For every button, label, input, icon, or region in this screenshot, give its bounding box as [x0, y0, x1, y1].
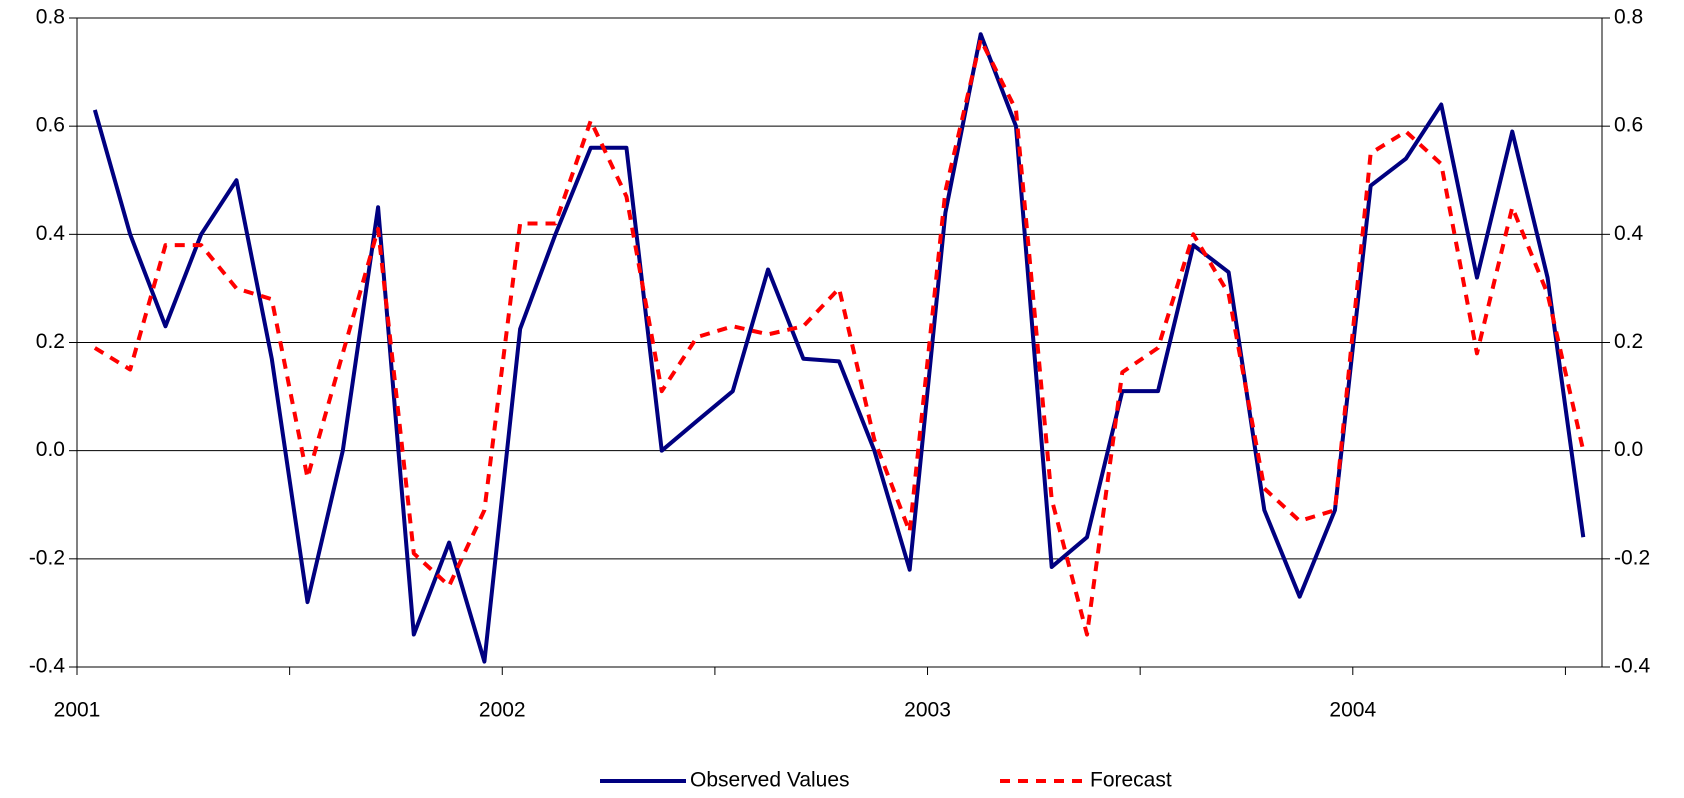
y-tick-label: 0.6 — [36, 114, 65, 137]
legend-label: Observed Values — [690, 769, 850, 792]
y-tick-label: 0.2 — [36, 330, 65, 353]
y-tick-label: 0.8 — [36, 6, 65, 29]
series-line — [93, 37, 1586, 637]
x-tick-label: 2004 — [1329, 699, 1376, 722]
y2-tick-label: 0.8 — [1614, 6, 1643, 29]
legend-label: Forecast — [1090, 769, 1172, 792]
y2-tick-label: 0.0 — [1614, 438, 1643, 461]
y2-tick-label: 0.6 — [1614, 114, 1643, 137]
y-tick-label: -0.2 — [29, 546, 65, 569]
x-tick-label: 2003 — [904, 699, 951, 722]
y2-tick-label: 0.2 — [1614, 330, 1643, 353]
y2-tick-label: 0.4 — [1614, 222, 1644, 245]
x-tick-label: 2002 — [479, 699, 526, 722]
y-tick-label: 0.0 — [36, 438, 65, 461]
x-tick-label: 2001 — [54, 699, 101, 722]
series-line — [92, 32, 1586, 664]
y2-tick-label: -0.4 — [1614, 655, 1651, 678]
y-tick-label: 0.4 — [36, 222, 66, 245]
y-tick-label: -0.4 — [29, 655, 66, 678]
y2-tick-label: -0.2 — [1614, 546, 1650, 569]
